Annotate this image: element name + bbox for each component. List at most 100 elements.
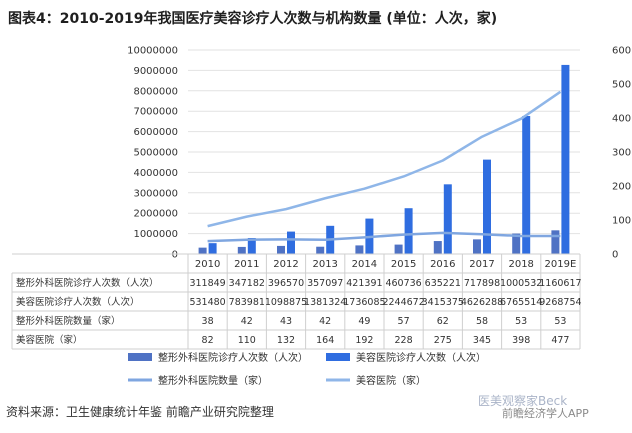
data-label: 783981	[229, 297, 265, 308]
right-axis-tick-label: 500	[612, 80, 631, 91]
left-axis-tick-label: 5000000	[133, 148, 178, 159]
bar-plastic-surgery-visits	[198, 247, 207, 254]
left-axis-tick-label: 3000000	[133, 188, 178, 199]
bar-cosmetic-visits	[247, 238, 256, 254]
data-label: 357097	[307, 278, 343, 289]
data-label: 192	[355, 335, 373, 346]
data-label: 57	[398, 316, 410, 327]
data-label: 347182	[229, 278, 265, 289]
legend-swatch	[326, 353, 350, 361]
left-axis-tick-label: 10000000	[127, 46, 178, 57]
data-label: 3415375	[422, 297, 464, 308]
legend-swatch	[128, 353, 152, 361]
data-label: 275	[434, 335, 452, 346]
watermark-bottom: 前瞻经济学人APP	[502, 407, 589, 420]
table-row-label: 美容医院（家）	[16, 334, 83, 346]
bar-plastic-surgery-visits	[512, 233, 521, 254]
data-label: 132	[277, 335, 295, 346]
data-label: 477	[551, 335, 569, 346]
source-note: 资料来源：卫生健康统计年鉴 前瞻产业研究院整理	[6, 405, 274, 419]
left-axis-tick-label: 2000000	[133, 209, 178, 220]
table-row-label: 整形外科医院数量（家）	[16, 315, 121, 327]
data-label: 228	[395, 335, 413, 346]
data-label: 53	[515, 316, 527, 327]
bar-plastic-surgery-visits	[433, 241, 442, 254]
bar-cosmetic-visits	[404, 208, 413, 254]
data-label: 164	[316, 335, 334, 346]
data-label: 9268754	[539, 297, 581, 308]
data-label: 635221	[425, 278, 461, 289]
data-label: 58	[476, 316, 488, 327]
x-tick-label: 2015	[391, 259, 416, 270]
line-cosmetic-hospital-count	[207, 90, 562, 228]
bar-plastic-surgery-visits	[277, 245, 285, 254]
right-axis-tick-label: 0	[612, 250, 618, 261]
data-label: 531480	[189, 297, 225, 308]
bar-plastic-surgery-visits	[394, 244, 403, 254]
data-label: 1000532	[500, 278, 542, 289]
left-axis-tick-label: 0	[172, 250, 178, 261]
left-axis-tick-label: 9000000	[133, 66, 178, 77]
left-axis-tick-label: 6000000	[133, 127, 178, 138]
data-label: 398	[512, 335, 530, 346]
data-label: 1098875	[265, 297, 307, 308]
line-plastic-surgery-count	[207, 231, 561, 243]
bar-plastic-surgery-visits	[237, 246, 246, 254]
right-axis-tick-label: 200	[612, 182, 631, 193]
data-label: 2244672	[382, 297, 424, 308]
data-label: 1736085	[343, 297, 385, 308]
bar-plastic-surgery-visits	[316, 246, 325, 254]
data-label: 1160617	[539, 278, 581, 289]
data-label: 42	[319, 316, 331, 327]
data-label: 421391	[346, 278, 382, 289]
left-axis-tick-label: 4000000	[133, 168, 178, 179]
data-label: 460736	[385, 278, 421, 289]
data-label: 42	[241, 316, 253, 327]
data-label: 110	[238, 335, 256, 346]
right-axis-tick-label: 600	[612, 46, 631, 57]
left-axis-tick-label: 8000000	[133, 86, 178, 97]
bar-cosmetic-visits	[522, 115, 531, 254]
left-axis-tick-label: 7000000	[133, 107, 178, 118]
data-label: 62	[437, 316, 449, 327]
data-label: 717898	[464, 278, 500, 289]
bar-cosmetic-visits	[208, 243, 217, 254]
x-tick-label: 2014	[352, 259, 377, 270]
legend-label: 美容医院（家）	[356, 374, 426, 387]
watermark-top: 医美观察家Beck	[478, 394, 568, 408]
bar-cosmetic-visits	[443, 184, 452, 254]
data-label: 43	[280, 316, 292, 327]
legend-label: 美容医院诊疗人次数（人次）	[356, 351, 486, 364]
x-tick-label: 2017	[469, 259, 494, 270]
right-axis-tick-label: 300	[612, 148, 631, 159]
data-label: 53	[554, 316, 566, 327]
bar-cosmetic-visits	[287, 231, 295, 254]
x-tick-label: 2018	[508, 259, 533, 270]
data-label: 82	[202, 335, 214, 346]
data-label: 6765514	[500, 297, 542, 308]
data-label: 4626288	[461, 297, 503, 308]
data-label: 311849	[189, 278, 225, 289]
bar-plastic-surgery-visits	[473, 239, 481, 254]
x-tick-label: 2012	[273, 259, 298, 270]
left-axis-tick-label: 1000000	[133, 229, 178, 240]
table-row-label: 美容医院诊疗人次数（人次）	[16, 296, 140, 308]
x-tick-label: 2016	[430, 259, 455, 270]
bar-plastic-surgery-visits	[355, 245, 364, 254]
legend-label: 整形外科医院诊疗人次数（人次）	[158, 351, 308, 364]
data-label: 38	[202, 316, 214, 327]
right-axis-tick-label: 100	[612, 216, 631, 227]
data-label: 49	[358, 316, 370, 327]
data-label: 396570	[268, 278, 304, 289]
bar-cosmetic-visits	[483, 159, 491, 254]
chart-title: 图表4：2010-2019年我国医疗美容诊疗人次数与机构数量 (单位：人次，家)	[8, 11, 498, 27]
legend-label: 整形外科医院数量（家）	[158, 374, 268, 387]
data-label: 1381324	[304, 297, 346, 308]
data-label: 345	[473, 335, 491, 346]
x-tick-label: 2010	[195, 259, 220, 270]
bar-plastic-surgery-visits	[551, 230, 560, 254]
x-tick-label: 2019E	[545, 259, 577, 270]
table-row-label: 整形外科医院诊疗人次数（人次）	[16, 277, 159, 289]
x-tick-label: 2011	[234, 259, 259, 270]
